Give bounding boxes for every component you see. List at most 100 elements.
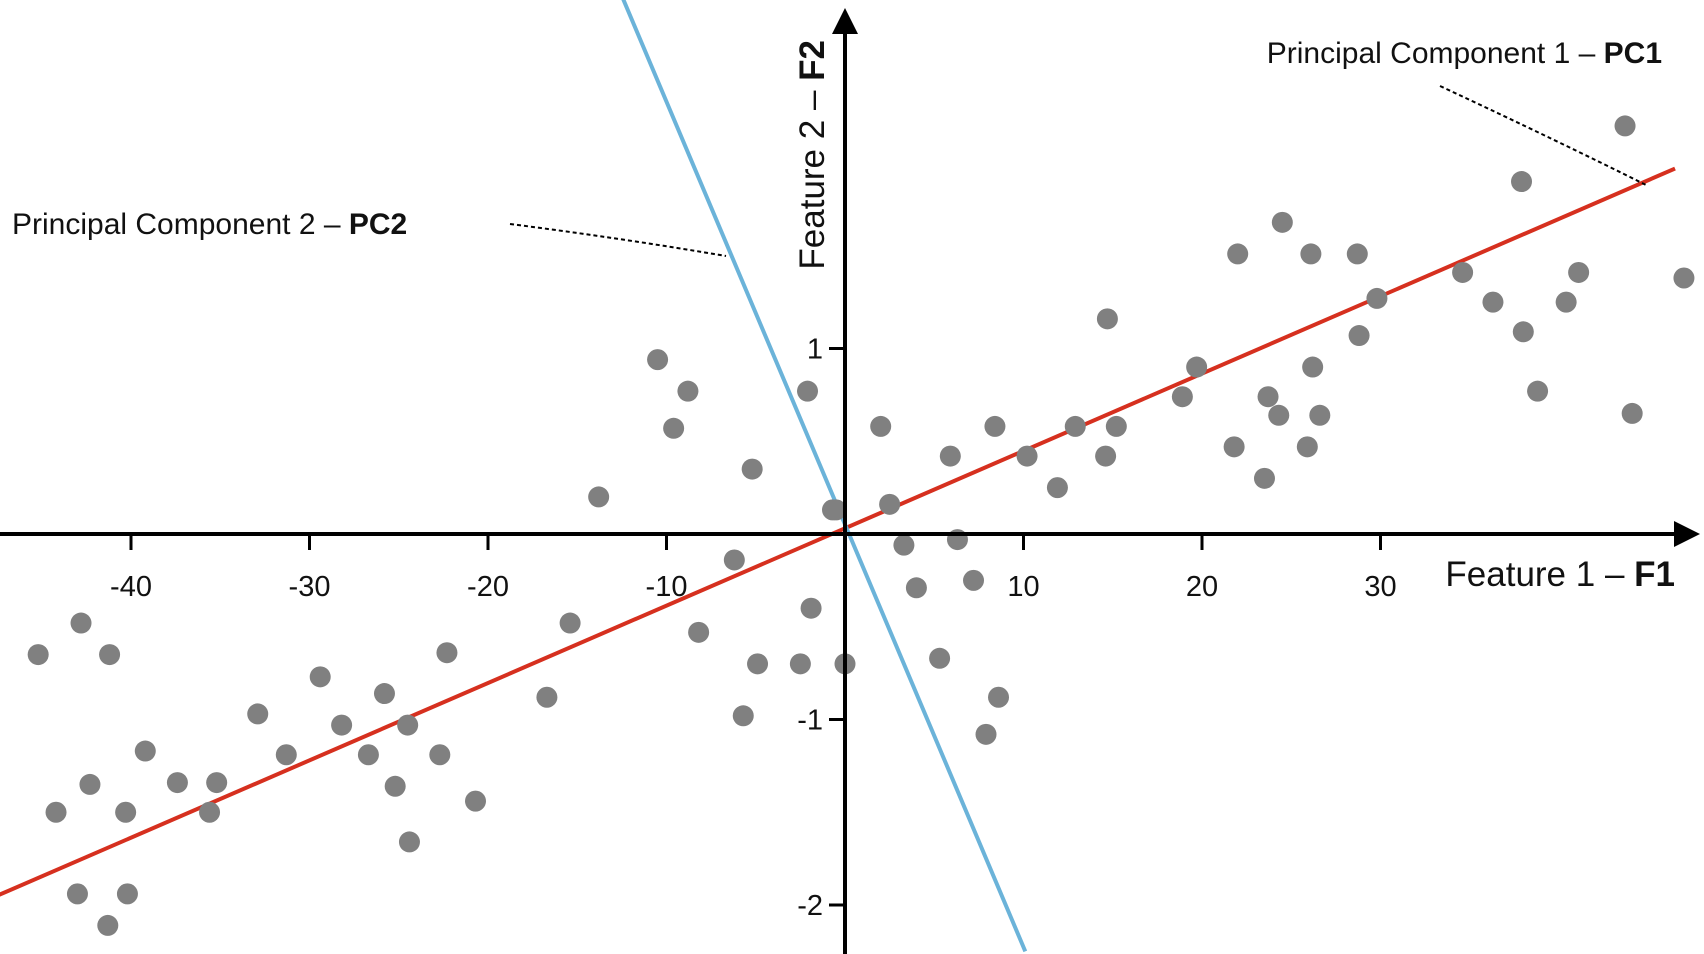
data-point [27,644,49,666]
data-point [1046,477,1068,499]
data-point [677,380,699,402]
data-point [1621,402,1643,424]
x-tick-label: -30 [289,571,331,603]
data-point [309,666,331,688]
x-axis-arrow [1674,521,1700,547]
data-point [398,831,420,853]
data-point [870,415,892,437]
data-point [436,642,458,664]
pc1-annotation: Principal Component 1 – PC1 [1267,37,1662,70]
data-point [397,714,419,736]
data-point [247,703,269,725]
data-point [747,653,769,675]
data-point [134,740,156,762]
data-point [384,775,406,797]
pc2-annotation: Principal Component 2 – PC2 [12,208,407,241]
data-point [1555,291,1577,313]
data-point [1257,386,1279,408]
data-point [1527,380,1549,402]
data-point [1186,356,1208,378]
data-point [1300,243,1322,265]
y-axis-arrow [832,8,858,34]
x-tick-label: 30 [1364,571,1396,603]
data-point [588,486,610,508]
data-point [1253,467,1275,489]
data-point [99,644,121,666]
data-point [1171,386,1193,408]
data-point [166,772,188,794]
data-point [536,686,558,708]
y-tick-label: -2 [797,890,823,922]
data-point [984,415,1006,437]
data-point [797,380,819,402]
data-point [1366,287,1388,309]
data-point [939,445,961,467]
data-point [825,499,847,521]
data-point [559,612,581,634]
data-point [723,549,745,571]
data-point [429,744,451,766]
data-point [1452,261,1474,283]
data-point [199,801,221,823]
pc2-line [621,0,1028,953]
data-point [879,493,901,515]
y-tick-label: -1 [797,705,823,737]
data-point [357,744,379,766]
data-point [373,683,395,705]
x-tick-label: -10 [646,571,688,603]
data-point [1614,115,1636,137]
axis-labels: Feature 1 – F1 Feature 2 – F2 [793,40,1675,594]
data-point [275,744,297,766]
data-point [988,686,1010,708]
pc2-annotation-leader [509,223,727,257]
x-tick-label: -40 [110,571,152,603]
data-point [905,577,927,599]
data-point [331,714,353,736]
data-point [1095,445,1117,467]
data-point [465,790,487,812]
data-point [789,653,811,675]
axes [0,8,1700,954]
data-point [1302,356,1324,378]
data-point [1105,415,1127,437]
data-point [70,612,92,634]
data-point [45,801,67,823]
data-point [116,883,138,905]
data-point [732,705,754,727]
data-point [1673,267,1695,289]
data-point [1296,436,1318,458]
data-point [1223,436,1245,458]
data-point [741,458,763,480]
data-point [1346,243,1368,265]
data-point [975,723,997,745]
data-point [206,772,228,794]
x-tick-label: 10 [1007,571,1039,603]
data-point [1064,415,1086,437]
x-axis-label: Feature 1 – F1 [1445,555,1675,594]
data-point [1016,445,1038,467]
data-point [79,773,101,795]
annotations: Principal Component 1 – PC1 Principal Co… [12,37,1662,257]
y-axis-label: Feature 2 – F2 [793,40,832,270]
data-point [663,417,685,439]
data-point [688,621,710,643]
data-point [1227,243,1249,265]
data-point [1512,321,1534,343]
data-point [97,914,119,936]
data-point [1482,291,1504,313]
data-point [893,534,915,556]
data-point [1268,404,1290,426]
data-point [1511,171,1533,193]
data-point [66,883,88,905]
x-tick-label: -20 [467,571,509,603]
data-point [1568,261,1590,283]
data-point [1309,404,1331,426]
data-point [1271,211,1293,233]
x-tick-label: 20 [1186,571,1218,603]
data-point [647,349,669,371]
data-point [963,569,985,591]
data-point [800,597,822,619]
